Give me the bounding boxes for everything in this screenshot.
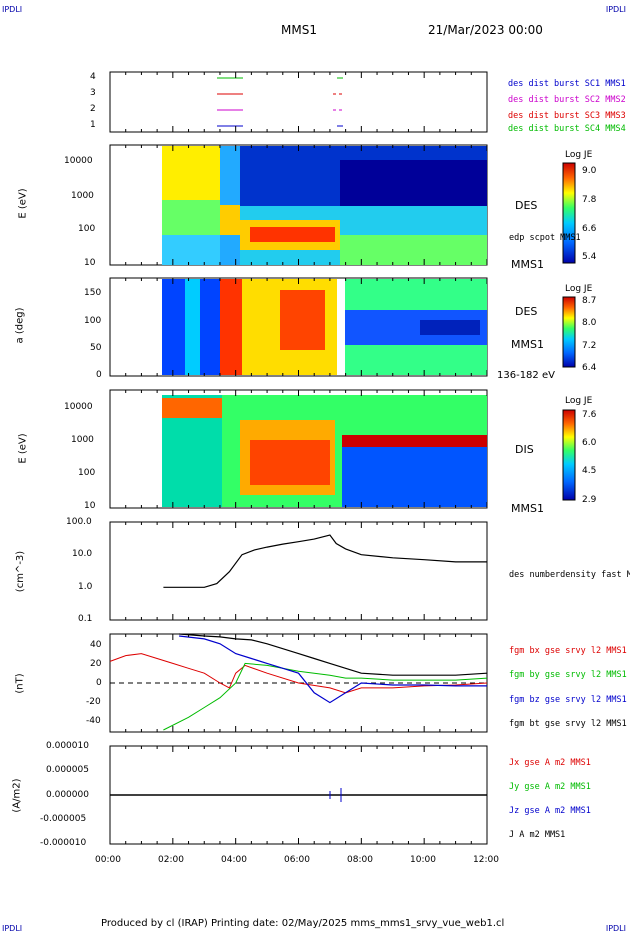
density-ytick: 100.0 xyxy=(66,517,92,527)
bt-series-line xyxy=(179,633,488,676)
current-label-jz: Jz gse A m2 MMS1 xyxy=(509,806,591,816)
x-tick-label: 04:00 xyxy=(221,855,247,865)
colorbar-dis-energy-title: Log JE xyxy=(565,396,593,406)
corner-label-top-right: IPDLI xyxy=(605,5,626,14)
current-ytick: -0.000005 xyxy=(40,814,87,824)
current-label-j: J A m2 MMS1 xyxy=(509,830,566,840)
des-pitch-ytick: 150 xyxy=(84,288,102,298)
page-date: 21/Mar/2023 00:00 xyxy=(428,23,543,37)
des-energy-ylabel: E (eV) xyxy=(17,188,29,219)
colorbar-des-pitch-title: Log JE xyxy=(565,284,593,294)
by-series-line xyxy=(163,662,488,731)
des-pitch-ytick: 50 xyxy=(90,343,102,353)
density-ylabel: (cm^-3) xyxy=(15,550,27,593)
des-pitch-sublabel: MMS1 xyxy=(511,338,544,351)
dis-energy-ylabel: E (eV) xyxy=(17,433,29,464)
burst-label-sc3: des dist burst SC3 MMS3 xyxy=(508,111,626,121)
x-tick-label: 00:00 xyxy=(95,855,121,865)
x-tick-label: 08:00 xyxy=(347,855,373,865)
colorbar-des-energy-tick: 6.6 xyxy=(582,224,597,234)
current-ylabel: (A/m2) xyxy=(11,778,23,813)
colorbar-des-pitch-tick: 6.4 xyxy=(582,363,597,373)
dis-energy-ytick: 1000 xyxy=(71,435,94,445)
current-ytick: 0.000000 xyxy=(46,790,89,800)
dis-energy-ytick: 10000 xyxy=(64,402,93,412)
colorbar-des-energy-title: Log JE xyxy=(565,150,593,160)
dis-energy-ytick: 10 xyxy=(84,501,96,511)
current-ytick: 0.000010 xyxy=(46,741,89,751)
burst-ytick: 1 xyxy=(90,120,96,130)
des-energy-ytick: 10000 xyxy=(64,156,93,166)
des-pitch-ytick: 0 xyxy=(96,370,102,380)
x-tick-label: 12:00 xyxy=(473,855,499,865)
x-tick-label: 02:00 xyxy=(158,855,184,865)
bx-series-line xyxy=(109,653,488,694)
colorbar-des-pitch-tick: 8.0 xyxy=(582,318,597,328)
dis-energy-sublabel: MMS1 xyxy=(511,502,544,515)
current-ytick: -0.000010 xyxy=(40,838,87,848)
colorbar-des-energy-tick: 7.8 xyxy=(582,195,597,205)
footer-text: Produced by cl (IRAP) Printing date: 02/… xyxy=(101,918,505,929)
des-pitch-range: 136-182 eV xyxy=(497,370,555,381)
density-ytick: 0.1 xyxy=(78,614,93,624)
colorbar-des-pitch-tick: 7.2 xyxy=(582,341,597,351)
field-ytick: 40 xyxy=(90,640,102,650)
field-ylabel: (nT) xyxy=(14,673,26,694)
corner-label-top-left: IPDLI xyxy=(2,5,23,14)
current-label-jy: Jy gse A m2 MMS1 xyxy=(509,782,591,792)
des-pitch-ylabel: a (deg) xyxy=(14,307,26,344)
field-ytick: -40 xyxy=(86,716,101,726)
density-series-line xyxy=(163,534,487,588)
colorbar-des-energy xyxy=(562,162,576,264)
burst-ytick: 4 xyxy=(90,72,96,82)
burst-ytick: 2 xyxy=(90,104,96,114)
des-pitch-ytick: 100 xyxy=(84,316,102,326)
field-label-bz: fgm bz gse srvy l2 MMS1 xyxy=(509,695,627,705)
page-title: MMS1 xyxy=(281,23,317,37)
des-energy-ytick: 1000 xyxy=(71,191,94,201)
bz-series-line xyxy=(179,635,487,704)
des-pitch-label: DES xyxy=(515,305,538,318)
x-tick-label: 10:00 xyxy=(410,855,436,865)
density-frame xyxy=(109,521,488,621)
des-energy-sublabel: MMS1 xyxy=(511,258,544,271)
des-energy-overlay: edp scpot MMS1 xyxy=(509,233,581,243)
current-ytick: 0.000005 xyxy=(46,765,89,775)
colorbar-des-pitch-tick: 8.7 xyxy=(582,296,597,306)
density-ytick: 10.0 xyxy=(72,549,93,559)
density-ytick: 1.0 xyxy=(78,582,93,592)
current-label-jx: Jx gse A m2 MMS1 xyxy=(509,758,591,768)
burst-ytick: 3 xyxy=(90,88,96,98)
des-energy-ytick: 10 xyxy=(84,258,96,268)
burst-panel-frame xyxy=(109,71,488,133)
dis-energy-ytick: 100 xyxy=(78,468,96,478)
field-ytick: 20 xyxy=(90,659,102,669)
x-tick-label: 06:00 xyxy=(284,855,310,865)
colorbar-dis-energy-tick: 7.6 xyxy=(582,410,597,420)
density-series-label: des numberdensity fast M xyxy=(509,570,630,580)
colorbar-des-energy-tick: 5.4 xyxy=(582,252,597,262)
burst-label-sc4: des dist burst SC4 MMS4 xyxy=(508,124,626,134)
colorbar-dis-energy-tick: 2.9 xyxy=(582,495,597,505)
field-ytick: -20 xyxy=(86,697,101,707)
field-label-bx: fgm bx gse srvy l2 MMS1 xyxy=(509,646,627,656)
corner-label-bottom-left: IPDLI xyxy=(2,924,23,933)
colorbar-des-pitch xyxy=(562,296,576,368)
colorbar-des-energy-tick: 9.0 xyxy=(582,166,597,176)
field-ytick: 0 xyxy=(96,678,102,688)
burst-label-sc2: des dist burst SC2 MMS2 xyxy=(508,95,626,105)
field-label-by: fgm by gse srvy l2 MMS1 xyxy=(509,670,627,680)
burst-label-sc1: des dist burst SC1 MMS1 xyxy=(508,79,626,89)
des-energy-ytick: 100 xyxy=(78,224,96,234)
colorbar-dis-energy xyxy=(562,409,576,501)
corner-label-bottom-right: IPDLI xyxy=(605,924,626,933)
field-label-bt: fgm bt gse srvy l2 MMS1 xyxy=(509,719,627,729)
dis-energy-label: DIS xyxy=(515,443,534,456)
des-energy-label: DES xyxy=(515,199,538,212)
colorbar-dis-energy-tick: 6.0 xyxy=(582,438,597,448)
plot-area xyxy=(109,71,576,845)
colorbar-dis-energy-tick: 4.5 xyxy=(582,466,597,476)
